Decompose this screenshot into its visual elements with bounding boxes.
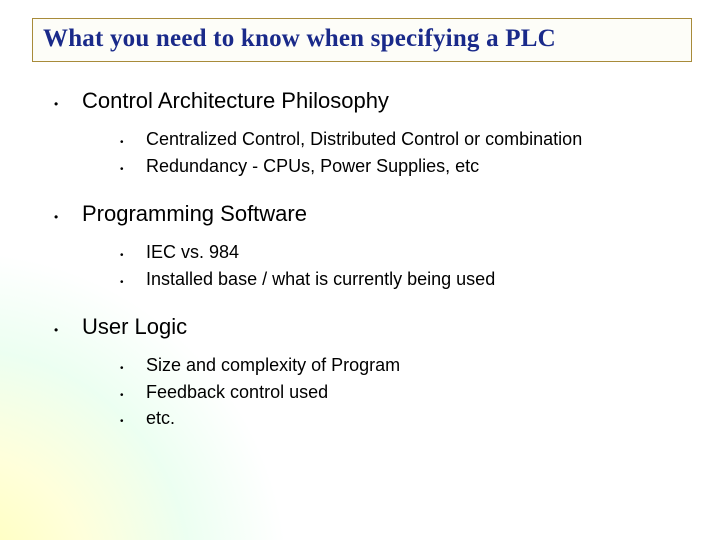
section-items: • IEC vs. 984 • Installed base / what is…: [120, 241, 692, 290]
list-item-text: Size and complexity of Program: [146, 354, 400, 377]
bullet-icon: •: [120, 250, 146, 261]
bullet-icon: •: [120, 164, 146, 175]
bullet-icon: •: [120, 277, 146, 288]
bullet-icon: •: [54, 323, 82, 337]
section-heading-row: • Programming Software: [54, 201, 692, 227]
list-item: • IEC vs. 984: [120, 241, 692, 264]
list-item: • etc.: [120, 407, 692, 430]
list-item-text: Installed base / what is currently being…: [146, 268, 495, 291]
section-items: • Size and complexity of Program • Feedb…: [120, 354, 692, 430]
list-item: • Centralized Control, Distributed Contr…: [120, 128, 692, 151]
section-heading-row: • User Logic: [54, 314, 692, 340]
list-item-text: Centralized Control, Distributed Control…: [146, 128, 582, 151]
section-heading: Control Architecture Philosophy: [82, 88, 389, 114]
bullet-icon: •: [120, 416, 146, 427]
list-item-text: IEC vs. 984: [146, 241, 239, 264]
slide-title: What you need to know when specifying a …: [43, 25, 681, 53]
bullet-icon: •: [120, 137, 146, 148]
bullet-icon: •: [54, 97, 82, 111]
bullet-icon: •: [54, 210, 82, 224]
section: • Programming Software • IEC vs. 984 • I…: [54, 201, 692, 290]
section: • User Logic • Size and complexity of Pr…: [54, 314, 692, 430]
section-items: • Centralized Control, Distributed Contr…: [120, 128, 692, 177]
list-item: • Size and complexity of Program: [120, 354, 692, 377]
list-item: • Redundancy - CPUs, Power Supplies, etc: [120, 155, 692, 178]
list-item-text: etc.: [146, 407, 175, 430]
list-item: • Feedback control used: [120, 381, 692, 404]
list-item-text: Feedback control used: [146, 381, 328, 404]
bullet-icon: •: [120, 390, 146, 401]
list-item-text: Redundancy - CPUs, Power Supplies, etc: [146, 155, 479, 178]
section-heading-row: • Control Architecture Philosophy: [54, 88, 692, 114]
bullet-icon: •: [120, 363, 146, 374]
list-item: • Installed base / what is currently bei…: [120, 268, 692, 291]
title-container: What you need to know when specifying a …: [32, 18, 692, 62]
section-heading: User Logic: [82, 314, 187, 340]
section: • Control Architecture Philosophy • Cent…: [54, 88, 692, 177]
section-heading: Programming Software: [82, 201, 307, 227]
